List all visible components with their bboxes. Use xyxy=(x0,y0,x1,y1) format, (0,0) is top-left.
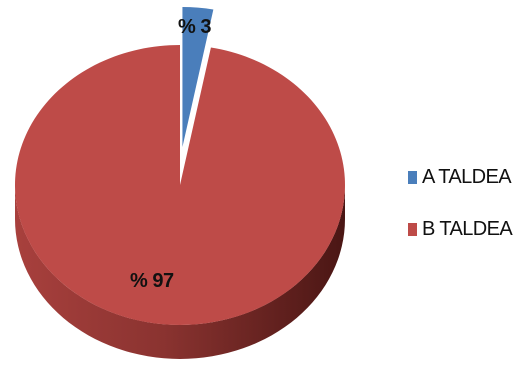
legend-label-a: A TALDEA xyxy=(422,165,512,188)
pie-slice-b xyxy=(14,45,345,359)
pie-slice-top-a xyxy=(182,7,214,148)
pie-slice-a xyxy=(182,7,214,148)
legend-item-b: B TALDEA xyxy=(408,216,522,242)
data-label-b: % 97 xyxy=(130,270,174,292)
legend-swatch-a xyxy=(408,170,417,184)
legend-swatch-b xyxy=(408,222,417,236)
legend-item-a: A TALDEA xyxy=(408,164,522,190)
legend-label-b: B TALDEA xyxy=(422,217,513,240)
pie-slice-top-b xyxy=(14,45,345,325)
data-label-a: % 3 xyxy=(178,16,211,38)
pie-slice-side-b xyxy=(15,185,345,359)
legend: A TALDEA B TALDEA xyxy=(408,164,522,268)
